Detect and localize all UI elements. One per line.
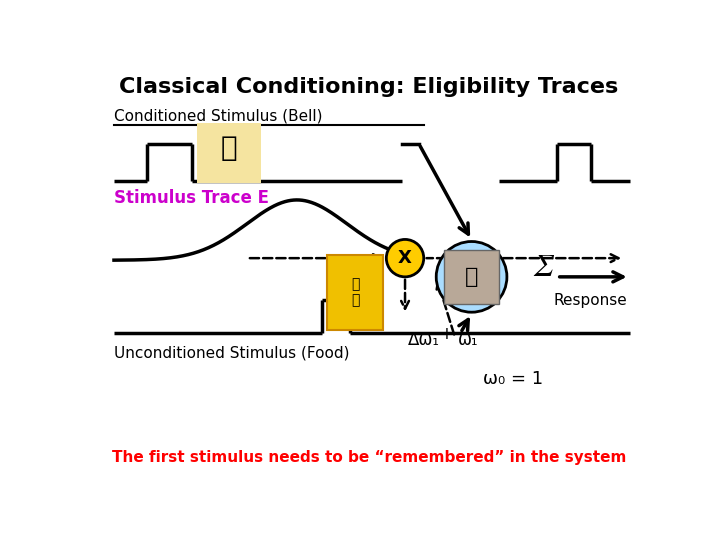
Text: Stimulus Trace E: Stimulus Trace E — [114, 189, 269, 207]
Text: The first stimulus needs to be “remembered” in the system: The first stimulus needs to be “remember… — [112, 450, 626, 465]
Text: +: + — [440, 325, 454, 343]
Text: Δω₁: Δω₁ — [408, 331, 440, 349]
Text: X: X — [398, 249, 412, 267]
FancyBboxPatch shape — [197, 123, 261, 183]
Circle shape — [387, 239, 424, 277]
Text: ω₀ = 1: ω₀ = 1 — [482, 370, 543, 388]
Text: Σ: Σ — [534, 254, 552, 282]
Text: 🐕
📦: 🐕 📦 — [351, 277, 359, 307]
Text: Conditioned Stimulus (Bell): Conditioned Stimulus (Bell) — [114, 108, 323, 123]
Circle shape — [436, 241, 507, 312]
Text: Unconditioned Stimulus (Food): Unconditioned Stimulus (Food) — [114, 346, 349, 361]
Text: 🔔: 🔔 — [221, 134, 238, 162]
FancyBboxPatch shape — [444, 249, 499, 304]
FancyBboxPatch shape — [328, 255, 383, 329]
Text: Response: Response — [553, 294, 627, 308]
Text: 🐕: 🐕 — [465, 267, 478, 287]
Text: Classical Conditioning: Eligibility Traces: Classical Conditioning: Eligibility Trac… — [120, 77, 618, 97]
Text: ω₁: ω₁ — [458, 331, 478, 349]
